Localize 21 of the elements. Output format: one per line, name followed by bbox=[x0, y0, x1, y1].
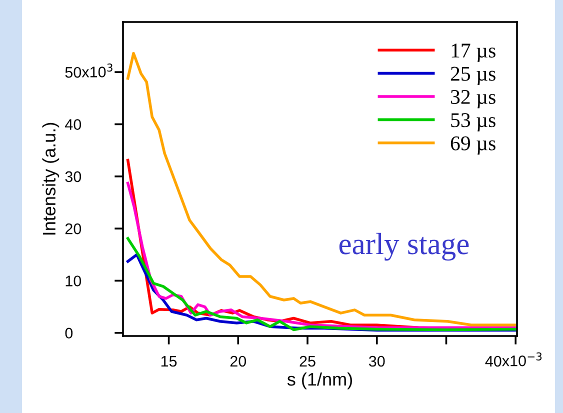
y-tick-label: 50 bbox=[65, 66, 82, 78]
legend-label: 53 µs bbox=[451, 113, 496, 132]
x-axis-title: s (1/nm) bbox=[287, 372, 352, 390]
legend-label: 25 µs bbox=[450, 66, 496, 86]
y-tick-label: 0 bbox=[65, 328, 73, 339]
y-tick-label: 30 bbox=[65, 171, 82, 182]
y-axis-title: Intensity (a.u.) bbox=[42, 122, 60, 235]
y-tick-label: 20 bbox=[65, 223, 82, 234]
x-tick-label: 30 bbox=[368, 356, 385, 367]
x-tick-label: 20 bbox=[230, 356, 246, 367]
text: x10$^{3}$ bbox=[82, 64, 112, 78]
legend-label: 17 µs bbox=[452, 44, 496, 62]
y-tick-label: 10 bbox=[66, 276, 82, 286]
annotation: early stage bbox=[339, 232, 469, 261]
x-tick-label: 25 bbox=[300, 356, 316, 367]
text: x10$^{−3}$ bbox=[502, 352, 542, 366]
legend-label: 32 µs bbox=[451, 90, 496, 108]
x-tick-label: 40 bbox=[485, 356, 502, 367]
x-tick-label: 15 bbox=[161, 356, 177, 367]
legend-label: 69 µs bbox=[450, 136, 496, 155]
y-tick-label: 40 bbox=[65, 119, 82, 130]
